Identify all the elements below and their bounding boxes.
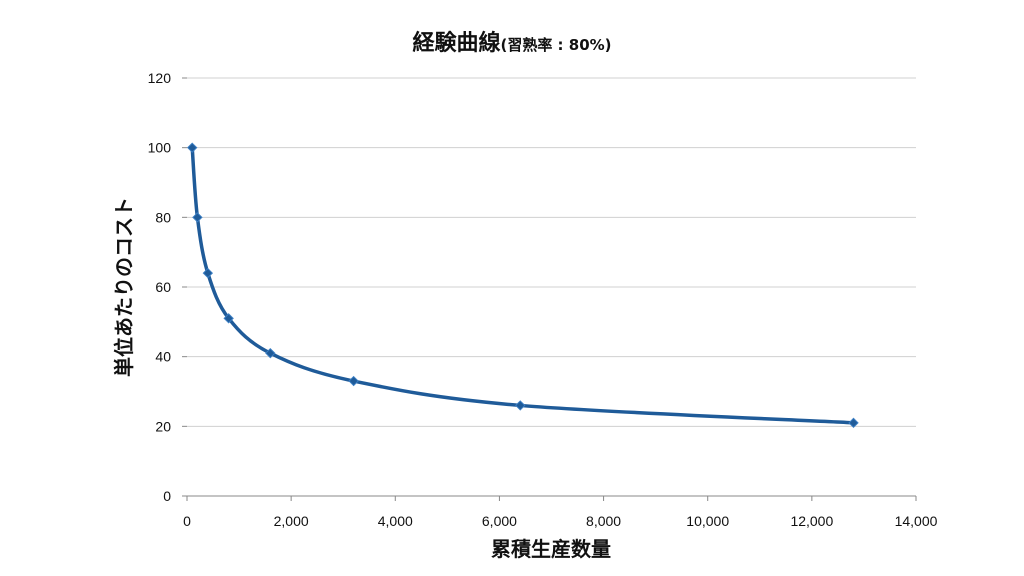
series: [187, 142, 859, 429]
y-tick-label: 100: [148, 140, 172, 156]
data-point: [515, 400, 526, 411]
x-tick-label: 14,000: [895, 513, 938, 529]
y-tick-label: 20: [155, 418, 171, 434]
x-tick-label: 10,000: [686, 513, 729, 529]
x-tick-label: 4,000: [378, 513, 413, 529]
data-point: [187, 142, 198, 153]
gridlines: [182, 77, 917, 501]
x-tick-label: 8,000: [586, 513, 621, 529]
data-point: [848, 417, 859, 429]
x-tick-label: 6,000: [482, 513, 517, 529]
y-tick-label: 120: [148, 70, 172, 86]
x-tick-label: 12,000: [790, 513, 833, 529]
x-tick-label: 2,000: [274, 513, 309, 529]
data-point: [348, 375, 359, 387]
y-tick-label: 80: [155, 209, 171, 225]
x-axis-label: 累積生産数量: [491, 537, 611, 561]
chart-title-main: 経験曲線: [412, 30, 500, 56]
y-tick-label: 40: [155, 349, 171, 365]
y-tick-label: 0: [163, 488, 171, 504]
y-axis-label: 単位あたりのコスト: [112, 197, 136, 377]
series-line: [190, 145, 856, 425]
x-tick-label: 0: [183, 513, 191, 529]
data-point: [192, 212, 203, 223]
data-point: [223, 313, 234, 324]
tick-labels: 0 20 40 60 80 100 120 0 2,000 4,000 6,000 8,000 10,0…: [148, 70, 938, 529]
data-point: [202, 267, 214, 279]
chart-subtitle: (習熟率 : 80%): [500, 36, 611, 54]
data-point: [265, 347, 276, 359]
y-tick-label: 60: [155, 279, 171, 295]
chart-title: 経験曲線(習熟率 : 80%): [412, 30, 611, 56]
